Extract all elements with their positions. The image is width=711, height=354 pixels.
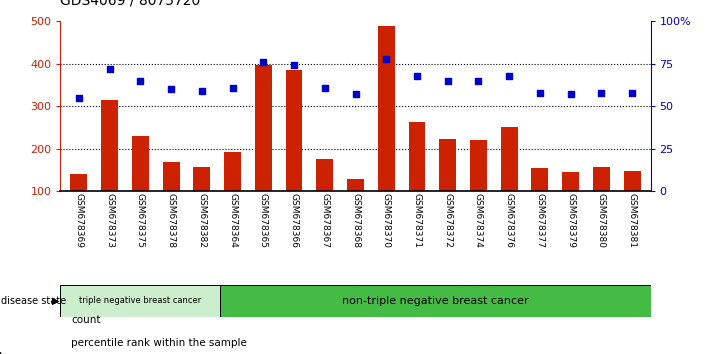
Bar [286,70,302,191]
Bar [562,172,579,191]
Point [534,90,545,96]
Bar [101,100,118,191]
Point [166,86,177,92]
Bar [132,136,149,191]
Point [503,73,515,79]
Point [565,91,577,97]
Bar [531,168,548,191]
Bar [593,167,610,191]
Point [73,95,85,101]
Bar [193,166,210,191]
Bar [220,285,651,317]
Point [196,88,208,94]
Bar [378,26,395,191]
Bar [347,179,364,191]
Text: non-triple negative breast cancer: non-triple negative breast cancer [342,296,529,306]
Text: ▶: ▶ [52,296,60,306]
Bar [624,171,641,191]
Bar [316,159,333,191]
Point [442,78,454,84]
Bar [60,285,220,317]
Point [473,78,484,84]
Bar [470,140,487,191]
Point [104,66,115,72]
Bar [439,139,456,191]
Text: count: count [71,315,100,325]
Text: triple negative breast cancer: triple negative breast cancer [79,296,201,306]
Point [626,90,638,96]
Bar [163,162,180,191]
Point [411,73,422,79]
Bar [255,64,272,191]
Point [257,59,269,65]
Point [380,56,392,62]
Bar [409,122,425,191]
Point [319,85,331,90]
Point [227,85,238,90]
Bar [70,174,87,191]
Text: percentile rank within the sample: percentile rank within the sample [71,338,247,348]
Point [596,90,607,96]
Text: GDS4069 / 8075720: GDS4069 / 8075720 [60,0,201,7]
Text: disease state: disease state [1,296,67,306]
Point [289,63,300,68]
Bar [224,152,241,191]
Point [134,78,146,84]
Point [350,91,361,97]
Bar [501,127,518,191]
